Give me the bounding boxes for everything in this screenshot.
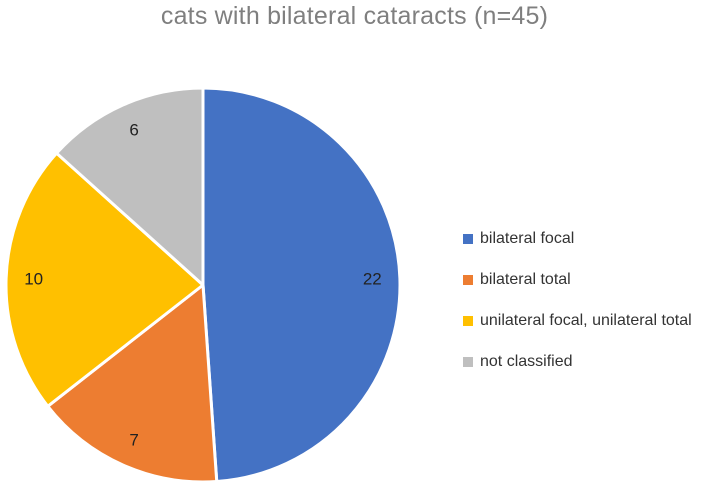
pie-slice-not-classified <box>55 86 205 287</box>
legend-label: unilateral focal, unilateral total <box>480 312 692 329</box>
data-label-bilateral-total: 7 <box>129 430 138 449</box>
data-label-bilateral-focal: 22 <box>363 270 382 289</box>
pie-slice-bilateral-focal <box>201 86 402 484</box>
legend-swatch <box>463 234 473 244</box>
data-label-not-classified: 6 <box>129 121 138 140</box>
pie-slices <box>4 86 402 484</box>
legend-item-bilateral-focal: bilateral focal <box>463 229 692 249</box>
pie-slice-bilateral-total <box>46 283 219 484</box>
legend-item-unilateral-focal-unilateral-total: unilateral focal, unilateral total <box>463 311 692 331</box>
legend-label: bilateral total <box>480 271 571 288</box>
pie-data-labels: 22 7 10 6 <box>24 121 382 450</box>
legend-label: bilateral focal <box>480 230 575 247</box>
legend-swatch <box>463 275 473 285</box>
data-label-unilateral-focal-unilateral-total: 10 <box>24 270 43 289</box>
chart-title: cats with bilateral cataracts (n=45) <box>160 2 549 30</box>
legend: bilateral focal bilateral total unilater… <box>463 229 692 393</box>
legend-item-bilateral-total: bilateral total <box>463 270 692 290</box>
legend-swatch <box>463 316 473 326</box>
legend-item-not-classified: not classified <box>463 352 692 372</box>
pie-slice-unilateral-focal-unilateral-total <box>4 151 205 408</box>
legend-label: not classified <box>480 353 573 370</box>
legend-swatch <box>463 357 473 367</box>
